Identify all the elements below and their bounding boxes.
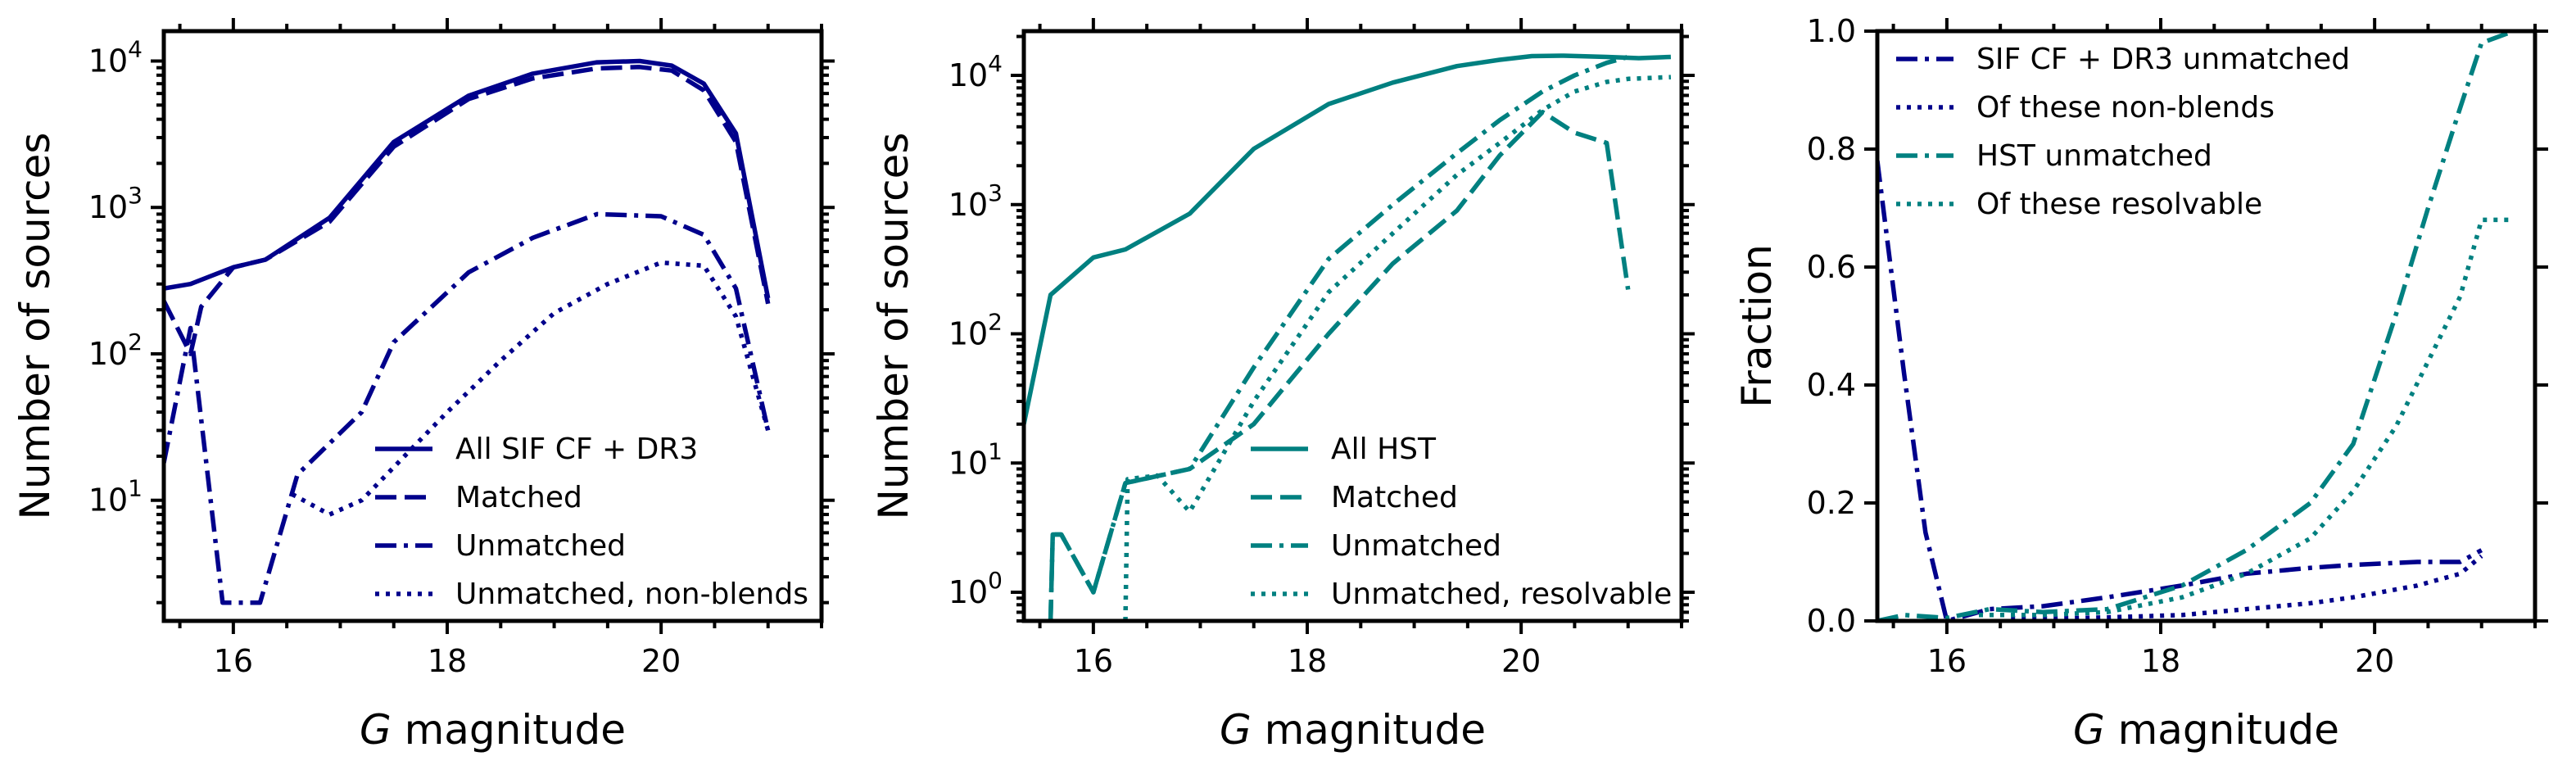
y-tick-label: 0.6 [1807, 249, 1856, 285]
series-line-3 [164, 211, 771, 605]
y-tick-label: 100 [948, 567, 1003, 610]
legend-label: Unmatched, resolvable [1331, 578, 1672, 611]
panel-2: 16 18 20 100 101 102 103 104 G magnitude Number o… [870, 18, 1695, 754]
y-axis-label: Number of sources [11, 133, 59, 520]
series-group [164, 58, 771, 605]
series-line-1 [1024, 53, 1672, 425]
y-tick-label: 104 [948, 50, 1003, 93]
panel-3: 16 18 20 0.0 0.2 0.4 0.6 0.8 1.0 G magnitude Fract… [1733, 13, 2548, 754]
series-line-4 [1123, 75, 1672, 621]
series-line-4 [291, 260, 771, 517]
series-line-3 [1877, 31, 2515, 621]
y-tick-label: 0.0 [1807, 603, 1856, 639]
axes-frame [1021, 29, 1684, 623]
y-tick-label: 101 [948, 437, 1003, 481]
axes-frame [1875, 29, 2538, 623]
x-axis-label: G magnitude [2073, 706, 2339, 754]
series-group [1877, 31, 2515, 621]
legend-label: Unmatched [1331, 529, 1501, 563]
axes-frame [161, 29, 824, 623]
y-tick-label: 0.2 [1807, 485, 1856, 521]
y-tick-label: 102 [948, 309, 1003, 352]
x-tick-label: 20 [1501, 643, 1541, 679]
series-line-2 [2011, 554, 2483, 621]
legend-label: SIF CF + DR3 unmatched [1976, 43, 2350, 76]
series-line-4 [1979, 217, 2514, 618]
legend-label: Of these non-blends [1976, 91, 2275, 125]
legend-label: Matched [1331, 481, 1458, 514]
y-tick-label: 103 [948, 179, 1003, 223]
x-tick-label: 16 [1074, 643, 1113, 679]
y-axis-label: Number of sources [870, 133, 917, 520]
legend: All SIF CF + DR3 Matched Unmatched Unmatche… [375, 433, 808, 611]
legend: SIF CF + DR3 unmatched Of these non-blend… [1896, 43, 2350, 221]
panel-1: 16 18 20 101 102 103 104 G magnitude Number of s… [11, 18, 835, 754]
legend-label: Unmatched, non-blends [455, 578, 808, 611]
legend: All HST Matched Unmatched Unmatched, resolv… [1251, 433, 1672, 611]
series-line-2 [1048, 110, 1631, 621]
x-tick-label: 20 [641, 643, 681, 679]
y-tick-label: 104 [88, 35, 143, 79]
legend-label: Of these resolvable [1976, 188, 2262, 221]
legend-label: Matched [455, 481, 582, 514]
series-group [1024, 53, 1672, 621]
y-tick-label: 103 [88, 182, 143, 225]
x-tick-label: 16 [214, 643, 253, 679]
y-tick-label: 0.4 [1807, 367, 1856, 403]
x-axis-label: G magnitude [1220, 706, 1486, 754]
x-tick-label: 16 [1927, 643, 1967, 679]
legend-label: All SIF CF + DR3 [455, 433, 698, 466]
x-tick-label: 18 [1288, 643, 1327, 679]
x-axis-label: G magnitude [360, 706, 626, 754]
series-line-2 [164, 65, 771, 356]
y-tick-label: 102 [88, 328, 143, 372]
legend-label: All HST [1331, 433, 1437, 466]
y-tick-label: 1.0 [1807, 13, 1856, 49]
x-tick-label: 20 [2355, 643, 2394, 679]
legend-label: Unmatched [455, 529, 626, 563]
legend-label: HST unmatched [1976, 139, 2212, 173]
y-tick-label: 101 [88, 475, 143, 519]
y-tick-label: 0.8 [1807, 131, 1856, 167]
series-line-3 [1048, 54, 1629, 621]
series-line-1 [1877, 161, 2483, 621]
x-tick-label: 18 [2141, 643, 2180, 679]
x-tick-label: 18 [428, 643, 467, 679]
y-axis-label: Fraction [1733, 244, 1781, 408]
